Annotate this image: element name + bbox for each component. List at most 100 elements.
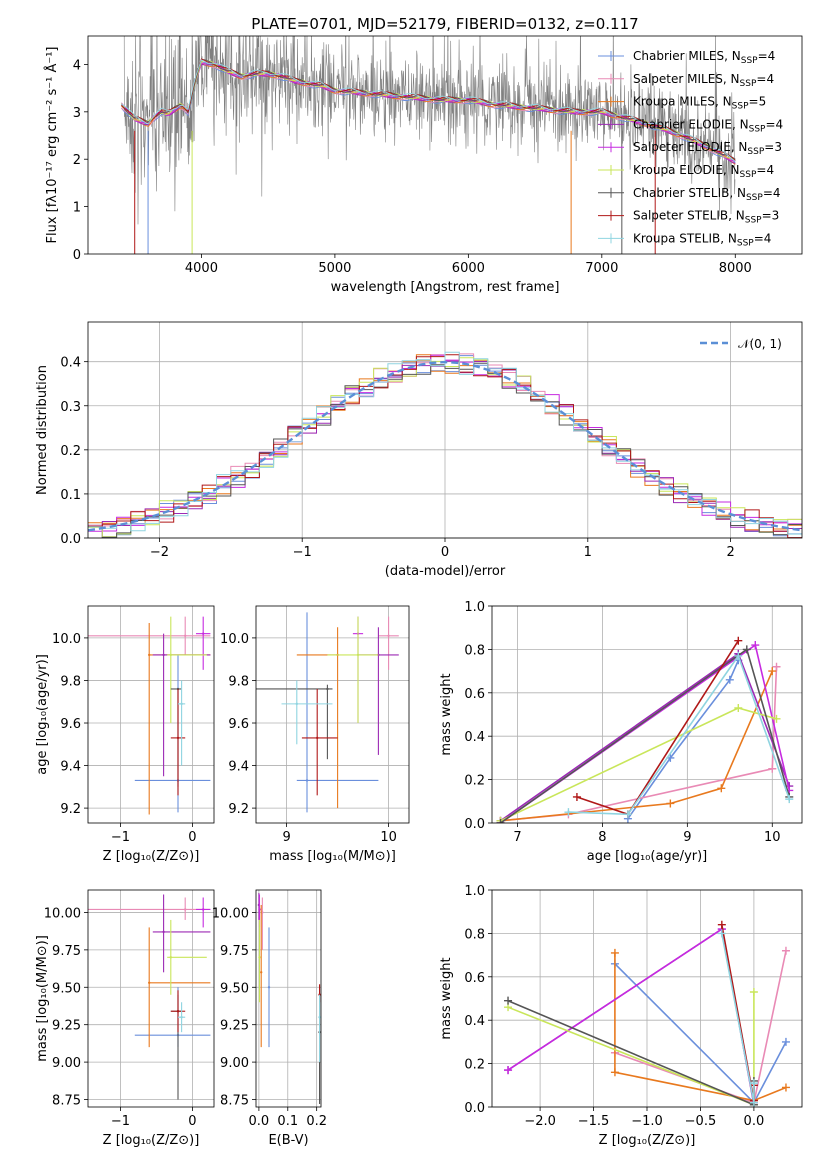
series-line-kroupa_stelib (721, 933, 755, 1103)
series-line-kroupa_stelib (568, 654, 791, 816)
x-tick-label: −1 (293, 545, 312, 560)
legend-label-main: Chabrier STELIB, N (633, 186, 746, 200)
data-point-salpeter_stelib (316, 736, 319, 740)
x-tick-label: −1 (111, 1114, 130, 1129)
legend-label-suffix: =4 (756, 72, 774, 86)
data-point-kroupa_miles (666, 799, 675, 808)
plot-frame (255, 889, 322, 1108)
legend-label: Kroupa MILES, NSSP=5 (633, 95, 766, 112)
spectrum-chart: 4000 5000 6000 7000 8000 0 1 2 3 4 wavelength [Ang… (44, 15, 803, 295)
series-line-kroupa_miles (614, 952, 787, 1102)
x-tick-label: −0.5 (685, 1114, 717, 1129)
plot-frame (87, 605, 215, 824)
data-point-salpeter_elodie (504, 1066, 513, 1075)
y-tick-label: 0.2 (464, 774, 485, 789)
y-tick-label: 9.00 (220, 1056, 249, 1071)
legend-label-suffix: =4 (758, 49, 776, 63)
x-axis-label: E(B-V) (268, 1133, 308, 1148)
y-tick-label: 10.00 (44, 906, 81, 921)
x-tick-label: 7000 (585, 261, 618, 276)
x-tick-label: 0.0 (249, 1114, 270, 1129)
legend-label: 𝒩(0, 1) (738, 337, 782, 351)
legend-label: Chabrier MILES, NSSP=4 (633, 49, 775, 66)
y-tick-label: 9.25 (52, 1019, 81, 1034)
x-tick-label: 9 (282, 830, 290, 845)
data-point-kroupa_elodie (169, 653, 172, 657)
legend-label-suffix: =4 (763, 186, 781, 200)
data-point-kroupa_miles (717, 784, 726, 793)
x-tick-label: −2 (150, 545, 169, 560)
plot-frame (87, 321, 803, 539)
legend-label-main: Chabrier ELODIE, N (633, 117, 749, 131)
x-tick-label: −1.0 (631, 1114, 663, 1129)
data-point-kroupa_miles (260, 971, 263, 974)
y-tick-label: 0.6 (464, 971, 485, 986)
data-point-salpeter_elodie (751, 641, 760, 650)
legend-label-main: Salpeter MILES, N (633, 72, 740, 86)
x-tick-label: 0.0 (744, 1114, 765, 1129)
data-point-salpeter_stelib (572, 792, 581, 801)
x-axis-label: Z [log₁₀(Z/Z⊙)] (103, 1133, 200, 1148)
y-tick-label: 0.1 (60, 488, 81, 503)
data-point-kroupa_elodie (734, 703, 743, 712)
age-vs-mass-chart: 9 10 9.2 9.4 9.6 9.8 10.0 mass [log₁₀(M/M⊙)] (220, 605, 410, 864)
massweight-vs-metallicity-chart: −2.0 −1.5 −1.0 −0.5 0.0 0.0 0.2 0.4 0.6 0.8 1.0 Z [… (439, 884, 803, 1148)
y-tick-label: 9.4 (60, 760, 81, 775)
data-point-salpeter_elodie (258, 908, 261, 911)
y-axis-label: mass weight (439, 957, 454, 1039)
x-tick-label: 10 (380, 830, 397, 845)
legend-label: Salpeter STELIB, NSSP=3 (633, 209, 779, 226)
data-point-salpeter_miles (261, 911, 264, 914)
y-tick-label: 0.4 (464, 730, 485, 745)
data-point-salpeter_miles (184, 634, 187, 637)
legend-label: Chabrier ELODIE, NSSP=4 (633, 117, 783, 134)
y-tick-label: 0.2 (464, 1058, 485, 1073)
data-point-chabrier_elodie (162, 930, 165, 934)
data-point-chabrier_miles (781, 1037, 790, 1046)
data-point-salpeter_miles (768, 764, 777, 773)
x-axis-label: age [log₁₀(age/yr)] (587, 849, 708, 864)
spectrum-series (121, 36, 736, 254)
y-tick-label: 0.6 (464, 687, 485, 702)
data-point-kroupa_elodie (356, 653, 360, 657)
legend-label: Chabrier STELIB, NSSP=4 (633, 186, 781, 203)
mass-vs-extinction-chart: 0.0 0.1 0.2 8.75 9.00 9.25 9.50 9.75 10.00 E(B-V) (212, 889, 327, 1148)
y-tick-label: 3 (73, 106, 81, 121)
x-tick-label: 10 (764, 830, 781, 845)
x-tick-label: 6000 (452, 261, 485, 276)
legend-label-sub: SSP (741, 56, 758, 66)
data-point-chabrier_stelib (504, 996, 513, 1005)
legend-label-main: Chabrier MILES, N (633, 49, 741, 63)
observed-spectrum-line (123, 36, 736, 225)
chart-title: PLATE=0701, MJD=52179, FIBERID=0132, z=0… (251, 15, 638, 33)
y-axis-label: mass weight (439, 673, 454, 755)
y-axis-label: Flux [fλ10⁻¹⁷ erg cm⁻² s⁻¹ Å⁻¹] (44, 47, 60, 244)
x-tick-label: 0.2 (306, 1114, 327, 1129)
data-point-salpeter_stelib (176, 1010, 180, 1013)
data-point-kroupa_miles (768, 667, 777, 676)
data-point-salpeter_stelib (717, 920, 726, 929)
legend-label-main: Salpeter STELIB, N (633, 209, 745, 223)
data-point-kroupa_elodie (258, 956, 261, 959)
data-point-salpeter_stelib (734, 636, 743, 645)
plot-frame (491, 605, 803, 824)
data-point-kroupa_stelib (717, 929, 726, 938)
y-tick-label: 9.2 (60, 802, 81, 817)
data-point-chabrier_stelib (742, 645, 751, 654)
x-tick-label: 0.1 (277, 1114, 298, 1129)
data-point-kroupa_miles (148, 981, 151, 984)
y-tick-label: 0.8 (464, 643, 485, 658)
y-tick-label: 2 (73, 153, 81, 168)
y-tick-label: 0 (73, 248, 81, 263)
errorbar-series (257, 892, 321, 1105)
y-tick-label: 0.0 (464, 817, 485, 832)
x-tick-label: 8 (598, 830, 606, 845)
legend-label-sub: SSP (749, 124, 766, 134)
series-line-salpeter_stelib (576, 640, 739, 816)
data-point-salpeter_miles (184, 908, 187, 911)
legend-label-suffix: =4 (765, 117, 783, 131)
x-tick-label: 0 (188, 830, 196, 845)
y-tick-label: 9.50 (220, 981, 249, 996)
x-axis-label: Z [log₁₀(Z/Z⊙)] (599, 1133, 696, 1148)
data-point-salpeter_miles (772, 662, 781, 671)
